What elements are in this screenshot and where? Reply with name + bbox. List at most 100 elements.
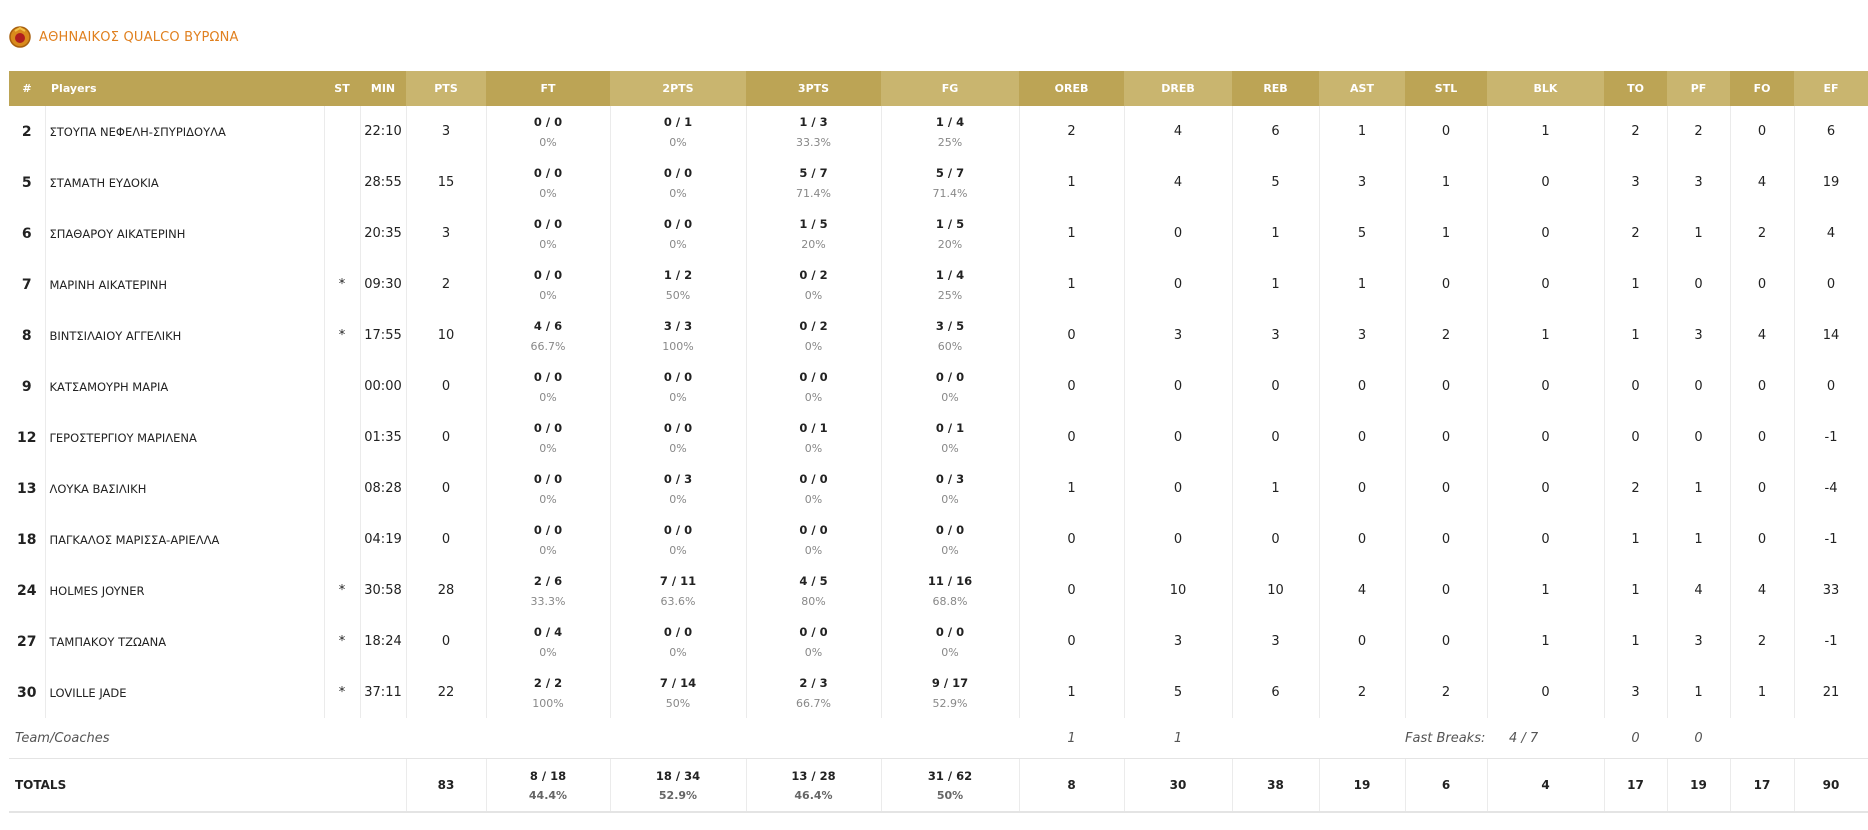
stat-cell: 0 — [1487, 157, 1605, 208]
stat-cell: 0 — [1730, 412, 1795, 463]
player-row: 9 ΚΑΤΣΑΜΟΥΡΗ ΜΑΡΙΑ 00:00 0 0 / 0 0% 0 / 0 0% 0 /… — [9, 361, 1868, 412]
shot-pct: 0% — [539, 441, 557, 455]
shooting-cell: 0 / 2 0% — [746, 259, 882, 310]
shooting-cell: 0 / 0 0% — [746, 463, 882, 514]
stat-cell: 1 — [1487, 616, 1605, 667]
shot-pct: 50% — [936, 788, 964, 802]
shooting-cell: 18 / 34 52.9% — [610, 758, 747, 813]
fast-breaks-label: Fast Breaks: — [1405, 718, 1487, 759]
stat-cell: 5 — [1232, 157, 1320, 208]
column-header[interactable]: TO — [1604, 71, 1667, 106]
column-header[interactable]: DREB — [1124, 71, 1232, 106]
shooting-cell: 0 / 0 0% — [486, 514, 611, 565]
stat-cell: 1 — [1667, 667, 1731, 718]
shots-made: 18 / 34 — [655, 768, 701, 783]
stat-cell: 28:55 — [360, 157, 407, 208]
shooting-cell: 0 / 0 0% — [746, 361, 882, 412]
column-header[interactable]: OREB — [1019, 71, 1124, 106]
stat-cell: 0 — [406, 412, 487, 463]
stat-cell: 0 — [1730, 259, 1795, 310]
column-header[interactable]: FT — [486, 71, 610, 106]
stat-cell: 0 — [1019, 310, 1125, 361]
shooting-cell: 13 / 28 46.4% — [746, 758, 882, 813]
stat-cell: 0 — [1730, 514, 1795, 565]
shot-pct: 0% — [941, 441, 959, 455]
stat-cell: 1 — [1019, 259, 1125, 310]
player-row: 27 ΤΑΜΠΑΚΟΥ ΤΖΩΑΝΑ * 18:24 0 0 / 4 0% 0 / 0 0% 0 … — [9, 616, 1868, 667]
stat-cell: 17:55 — [360, 310, 407, 361]
stat-cell: 2 — [406, 259, 487, 310]
column-header[interactable]: REB — [1232, 71, 1319, 106]
shooting-cell: 0 / 0 0% — [881, 514, 1020, 565]
column-header[interactable]: BLK — [1487, 71, 1604, 106]
stat-cell: 00:00 — [360, 361, 407, 412]
shots-made: 0 / 3 — [663, 471, 693, 486]
player-name[interactable]: ΣΠΑΘΑΡΟΥ ΑΙΚΑΤΕΡΙΝΗ — [45, 208, 325, 259]
shooting-cell: 0 / 0 0% — [881, 361, 1020, 412]
stat-cell: 27 — [9, 616, 46, 667]
team-name[interactable]: ΑΘΗΝΑΙΚΟΣ QUALCO ΒΥΡΩΝΑ — [39, 29, 239, 45]
shooting-cell: 0 / 0 0% — [486, 208, 611, 259]
player-name[interactable]: HOLMES JOYNER — [45, 565, 325, 616]
stat-cell: 2 — [1730, 208, 1795, 259]
shots-made: 0 / 0 — [663, 624, 693, 639]
shot-pct: 0% — [539, 237, 557, 251]
player-name[interactable]: ΠΑΓΚΑΛΟΣ ΜΑΡΙΣΣΑ-ΑΡΙΕΛΛΑ — [45, 514, 325, 565]
column-header[interactable]: FG — [881, 71, 1019, 106]
stat-cell: 1 — [1019, 718, 1124, 759]
stat-cell: 9 — [9, 361, 46, 412]
shooting-cell: 2 / 6 33.3% — [486, 565, 611, 616]
column-header[interactable]: ST — [324, 71, 360, 106]
stat-cell: 4 — [1124, 157, 1233, 208]
stat-cell: 0 — [1019, 616, 1125, 667]
column-header[interactable]: FO — [1730, 71, 1794, 106]
player-name[interactable]: ΣΤΑΜΑΤΗ ΕΥΔΟΚΙΑ — [45, 157, 325, 208]
shooting-cell: 11 / 16 68.8% — [881, 565, 1020, 616]
player-name[interactable]: ΓΕΡΟΣΤΕΡΓΙΟΥ ΜΑΡΙΛΕΝΑ — [45, 412, 325, 463]
shot-pct: 0% — [539, 135, 557, 149]
shots-made: 4 / 6 — [533, 318, 563, 333]
shot-pct: 0% — [669, 441, 687, 455]
player-name[interactable]: ΛΟΥΚΑ ΒΑΣΙΛΙΚΗ — [45, 463, 325, 514]
stat-cell: 0 — [1405, 361, 1488, 412]
player-name[interactable]: ΤΑΜΠΑΚΟΥ ΤΖΩΑΝΑ — [45, 616, 325, 667]
column-header[interactable]: 2PTS — [610, 71, 746, 106]
shots-made: 3 / 3 — [663, 318, 693, 333]
column-header[interactable]: Players — [45, 71, 324, 106]
empty-cell — [324, 208, 361, 259]
column-header[interactable]: 3PTS — [746, 71, 881, 106]
player-name[interactable]: ΒΙΝΤΣΙΛΑΙΟΥ ΑΓΓΕΛΙΚΗ — [45, 310, 325, 361]
stat-cell: 0 — [1794, 361, 1868, 412]
shots-made: 0 / 0 — [663, 522, 693, 537]
player-name[interactable]: ΣΤΟΥΠΑ ΝΕΦΕΛΗ-ΣΠΥΡΙΔΟΥΛΑ — [45, 106, 325, 157]
column-header[interactable]: STL — [1405, 71, 1487, 106]
column-header[interactable]: EF — [1794, 71, 1868, 106]
stat-cell: 1 — [1019, 667, 1125, 718]
stat-cell: 0 — [1405, 514, 1488, 565]
shot-pct: 20% — [937, 237, 963, 251]
shot-pct: 0% — [539, 492, 557, 506]
shots-made: 1 / 5 — [799, 216, 828, 231]
stat-cell: 04:19 — [360, 514, 407, 565]
column-header[interactable]: PF — [1667, 71, 1730, 106]
column-header[interactable]: MIN — [360, 71, 406, 106]
team-header: ΑΘΗΝΑΙΚΟΣ QUALCO ΒΥΡΩΝΑ — [9, 22, 239, 52]
shooting-cell: 0 / 0 0% — [881, 616, 1020, 667]
stat-cell: 5 — [1319, 208, 1406, 259]
stat-cell: 2 — [1604, 463, 1668, 514]
stat-cell: 0 — [1124, 259, 1233, 310]
column-header[interactable]: # — [9, 71, 45, 106]
shooting-cell: 4 / 5 80% — [746, 565, 882, 616]
player-row: 2 ΣΤΟΥΠΑ ΝΕΦΕΛΗ-ΣΠΥΡΙΔΟΥΛΑ 22:10 3 0 / 0 0% 0 … — [9, 106, 1868, 157]
player-name[interactable]: LOVILLE JADE — [45, 667, 325, 718]
player-name[interactable]: ΚΑΤΣΑΜΟΥΡΗ ΜΑΡΙΑ — [45, 361, 325, 412]
column-header[interactable]: PTS — [406, 71, 486, 106]
column-header[interactable]: AST — [1319, 71, 1405, 106]
stat-cell: 4 — [1319, 565, 1406, 616]
player-row: 5 ΣΤΑΜΑΤΗ ΕΥΔΟΚΙΑ 28:55 15 0 / 0 0% 0 / 0 0% 5 /… — [9, 157, 1868, 208]
stat-cell: 1 — [1730, 667, 1795, 718]
stat-cell: 2 — [1604, 106, 1668, 157]
shot-pct: 100% — [532, 696, 564, 710]
player-name[interactable]: ΜΑΡΙΝΗ ΑΙΚΑΤΕΡΙΝΗ — [45, 259, 325, 310]
stat-cell: 13 — [9, 463, 46, 514]
